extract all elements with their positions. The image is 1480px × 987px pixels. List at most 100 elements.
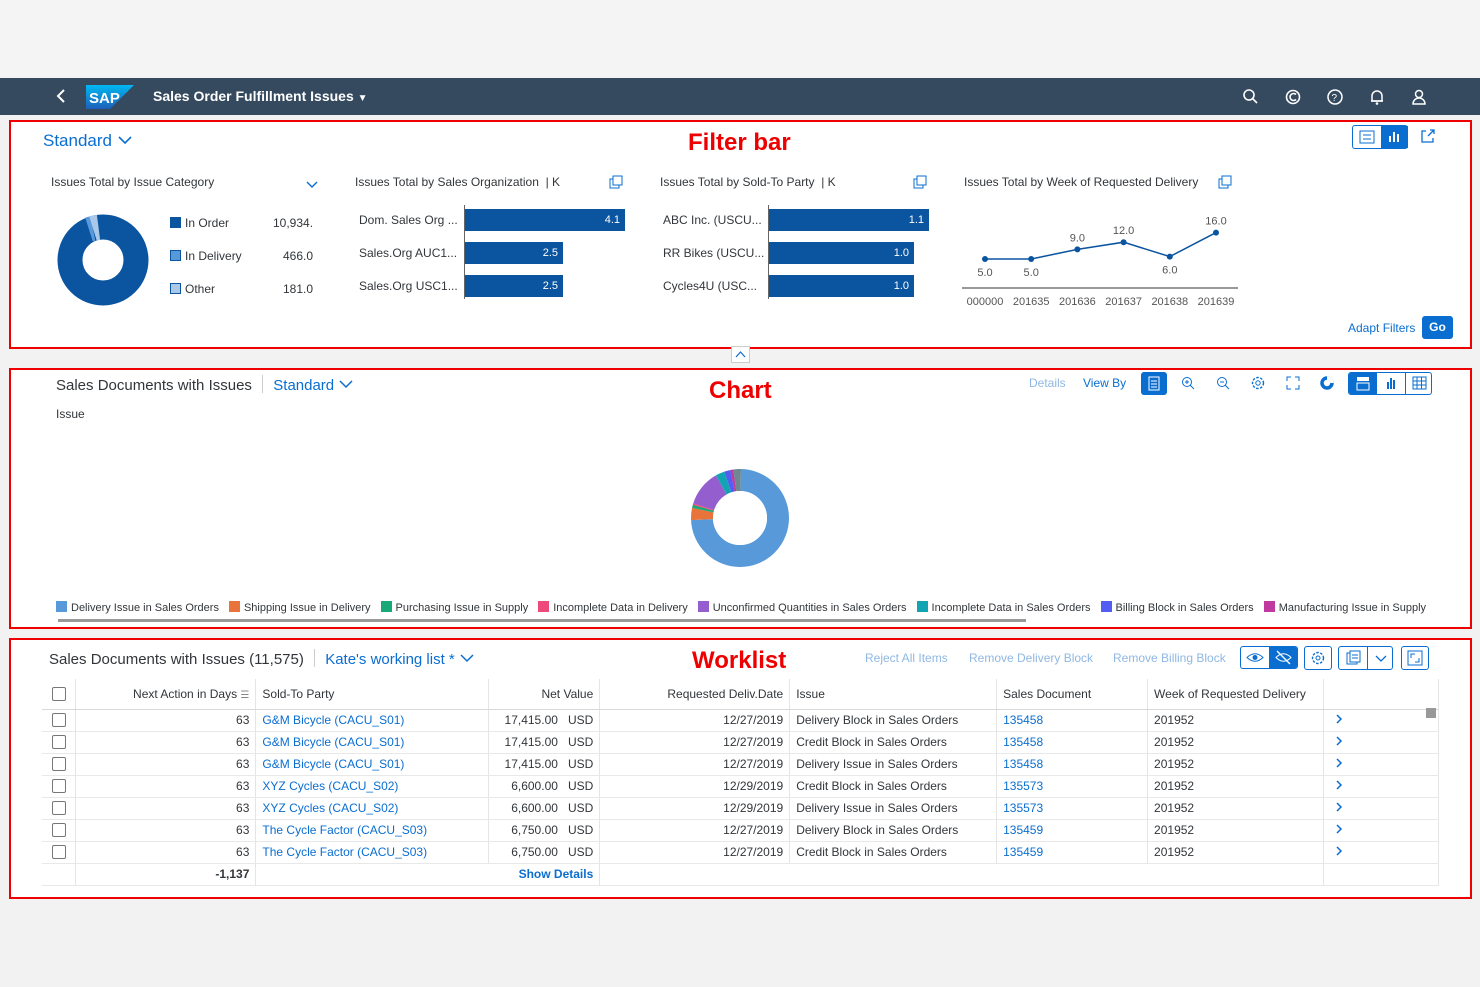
sold-to-party-link[interactable]: G&M Bicycle (CACU_S01) [262, 735, 405, 749]
table-row[interactable]: 63 G&M Bicycle (CACU_S01) 17,415.00 USD 12/… [42, 731, 1440, 754]
legend-item[interactable]: Purchasing Issue in Supply [380, 601, 528, 614]
bar[interactable]: 1.0 [769, 275, 914, 297]
chevron-down-icon[interactable] [1369, 647, 1393, 669]
data-point[interactable] [1166, 253, 1173, 260]
expand-icon[interactable] [609, 175, 623, 194]
row-checkbox[interactable] [51, 845, 66, 860]
row-checkbox[interactable] [51, 823, 66, 838]
donut-slice[interactable] [691, 507, 714, 521]
donut-slice[interactable] [724, 469, 735, 493]
bar[interactable]: 4.1 [465, 209, 625, 231]
zoom-out-icon[interactable] [1215, 375, 1231, 396]
row-checkbox[interactable] [51, 735, 66, 750]
show-icon[interactable] [1241, 647, 1269, 668]
hide-icon[interactable] [1269, 647, 1297, 668]
share-icon[interactable] [1420, 128, 1436, 149]
legend-item[interactable]: Billing Block in Sales Orders [1100, 601, 1254, 614]
data-point[interactable] [1120, 239, 1127, 246]
select-all-checkbox[interactable] [51, 687, 66, 702]
chevron-right-icon[interactable] [1334, 713, 1344, 728]
settings-icon[interactable] [1250, 375, 1266, 396]
column-header-sold-to-party[interactable]: Sold-To Party [255, 679, 490, 710]
table-row[interactable]: 63 The Cycle Factor (CACU_S03) 6,750.00 US… [42, 819, 1440, 842]
row-checkbox[interactable] [51, 779, 66, 794]
sold-to-party-link[interactable]: The Cycle Factor (CACU_S03) [262, 823, 428, 837]
table-scrollbar-thumb[interactable] [1426, 708, 1436, 718]
table-row[interactable]: 63 XYZ Cycles (CACU_S02) 6,600.00 USD 12/29… [42, 797, 1440, 820]
sold-to-party-link[interactable]: G&M Bicycle (CACU_S01) [262, 757, 405, 771]
app-title-menu[interactable]: Sales Order Fulfillment Issues ▼ [153, 88, 368, 104]
column-header-week[interactable]: Week of Requested Delivery [1147, 679, 1324, 710]
zoom-in-icon[interactable] [1180, 375, 1196, 396]
bar[interactable]: 1.0 [769, 242, 914, 264]
table-view-icon[interactable] [1405, 373, 1431, 394]
sales-document-link[interactable]: 135573 [1003, 801, 1044, 815]
data-point[interactable] [982, 256, 988, 262]
chevron-down-icon[interactable] [305, 177, 319, 195]
expand-icon[interactable] [1218, 175, 1232, 194]
data-point[interactable] [1074, 246, 1081, 253]
sales-document-link[interactable]: 135458 [1003, 757, 1044, 771]
legend-item[interactable]: Manufacturing Issue in Supply [1263, 601, 1426, 614]
donut-slice[interactable] [691, 469, 789, 567]
table-row[interactable]: 63 XYZ Cycles (CACU_S02) 6,600.00 USD 12/29… [42, 775, 1440, 798]
show-details-link[interactable]: Show Details [518, 867, 594, 881]
table-settings-button[interactable] [1304, 646, 1332, 670]
fullscreen-icon[interactable] [1285, 375, 1301, 396]
row-checkbox[interactable] [51, 713, 66, 728]
chevron-right-icon[interactable] [1334, 823, 1344, 838]
column-header-next-action[interactable]: Next Action in Days ☰ [75, 679, 257, 710]
row-checkbox[interactable] [51, 801, 66, 816]
sold-to-party-link[interactable]: The Cycle Factor (CACU_S03) [262, 845, 428, 859]
legend-item[interactable]: Incomplete Data in Delivery [538, 601, 688, 614]
issues-donut-chart[interactable] [688, 466, 792, 570]
legend-item[interactable]: Other 181.0 [170, 282, 320, 315]
chart-and-table-icon[interactable] [1349, 373, 1377, 394]
table-row[interactable]: 63 G&M Bicycle (CACU_S01) 17,415.00 USD 12/… [42, 709, 1440, 732]
column-header-sales-document[interactable]: Sales Document [996, 679, 1149, 710]
bar-chart-icon[interactable] [1381, 126, 1408, 148]
donut-chart-type-icon[interactable] [1319, 375, 1335, 396]
legend-item[interactable]: Unconfirmed Quantities in Sales Orders [697, 601, 907, 614]
column-header-issue[interactable]: Issue [789, 679, 998, 710]
legend-item[interactable]: In Delivery 466.0 [170, 249, 320, 282]
back-icon[interactable] [52, 86, 72, 106]
sales-document-link[interactable]: 135459 [1003, 845, 1044, 859]
chart-variant[interactable]: Standard [273, 377, 354, 394]
legend-item[interactable]: Shipping Issue in Delivery [228, 601, 371, 614]
chevron-right-icon[interactable] [1334, 779, 1344, 794]
legend-item[interactable]: Incomplete Data in Sales Orders [916, 601, 1091, 614]
bar[interactable]: 2.5 [465, 242, 563, 264]
data-point[interactable] [1213, 229, 1219, 236]
copilot-icon[interactable] [1282, 86, 1304, 108]
remove-billing-block-button[interactable]: Remove Billing Block [1113, 651, 1226, 665]
expand-icon[interactable] [913, 175, 927, 194]
week-line-chart[interactable]: 5.0 000000 5.0 201635 9.0 201636 12.0 201637 6.0… [960, 205, 1245, 310]
list-icon[interactable] [1359, 130, 1375, 149]
view-by-button[interactable]: View By [1083, 376, 1127, 390]
sales-document-link[interactable]: 135459 [1003, 823, 1044, 837]
search-icon[interactable] [1240, 86, 1262, 108]
adapt-filters-link[interactable]: Adapt Filters [1348, 321, 1416, 335]
notifications-icon[interactable] [1366, 86, 1388, 108]
chevron-right-icon[interactable] [1334, 845, 1344, 860]
donut-slice[interactable] [692, 504, 715, 513]
collapse-header-button[interactable] [731, 346, 750, 363]
row-checkbox[interactable] [51, 757, 66, 772]
issue-category-donut[interactable] [57, 214, 149, 306]
visual-filter-toggle[interactable] [1352, 125, 1408, 149]
sales-document-link[interactable]: 135458 [1003, 735, 1044, 749]
legend-scrollbar[interactable] [58, 619, 1026, 622]
fullscreen-button[interactable] [1401, 646, 1429, 670]
donut-slice[interactable] [715, 471, 732, 495]
chevron-right-icon[interactable] [1334, 735, 1344, 750]
chevron-right-icon[interactable] [1334, 801, 1344, 816]
worklist-variant[interactable]: Kate's working list * [325, 651, 475, 668]
user-icon[interactable] [1408, 86, 1430, 108]
go-button[interactable]: Go [1422, 316, 1453, 339]
legend-item[interactable]: In Order 10,934. [170, 216, 320, 249]
table-row[interactable]: 63 G&M Bicycle (CACU_S01) 17,415.00 USD 12/… [42, 753, 1440, 776]
details-button[interactable]: Details [1029, 376, 1066, 390]
data-point[interactable] [1028, 256, 1035, 262]
sold-to-party-link[interactable]: XYZ Cycles (CACU_S02) [262, 801, 399, 815]
